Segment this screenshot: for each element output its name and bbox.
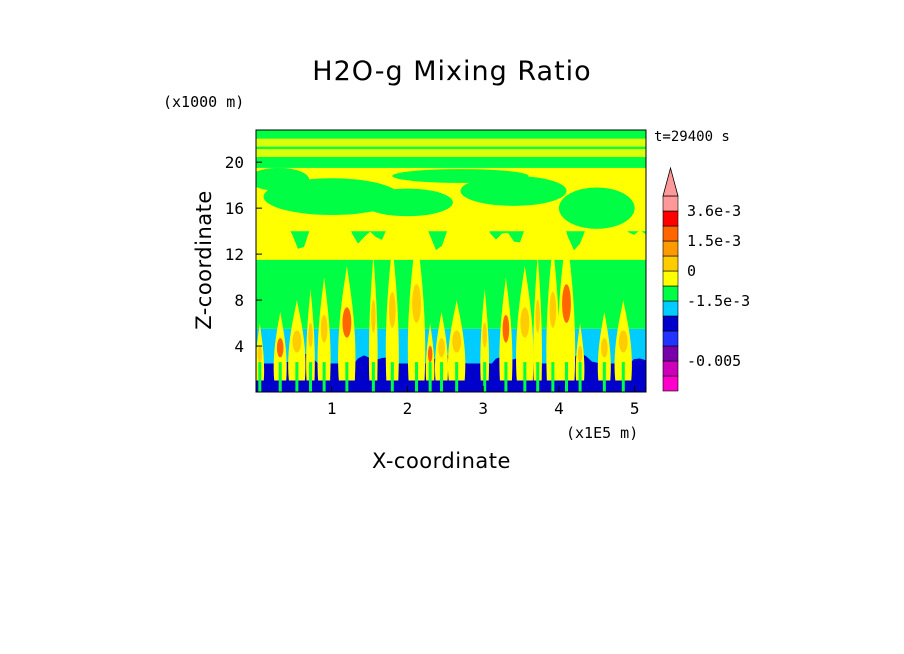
y-tick-label-4: 20 <box>225 153 244 172</box>
y-axis-unit: (x1000 m) <box>163 93 245 111</box>
top-streak-1 <box>256 138 646 147</box>
plume-core-6 <box>371 299 376 333</box>
plume-core-15 <box>535 299 540 333</box>
plume-root-12 <box>483 362 487 392</box>
plume-root-20 <box>621 362 625 392</box>
y-tick-label-3: 16 <box>225 199 244 218</box>
yellow-lower-edge <box>256 200 646 260</box>
plume-root-4 <box>322 362 326 392</box>
plume-root-10 <box>440 362 444 392</box>
x-axis-ticks: 1 2 3 4 5 <box>327 386 640 418</box>
plume-core-11 <box>452 330 462 353</box>
plume-root-8 <box>415 362 419 392</box>
x-axis-unit: (x1E5 m) <box>566 424 639 442</box>
plume-root-7 <box>390 362 394 392</box>
y-axis-ticks: 4 8 12 16 20 <box>225 153 262 356</box>
plume-root-18 <box>578 362 582 392</box>
colorbar-segment-10 <box>662 225 679 242</box>
green-intrusion-3 <box>558 187 635 229</box>
colorbar-segment-3 <box>662 330 679 347</box>
plume-core-3 <box>308 322 313 348</box>
colorbar-segment-8 <box>662 255 679 272</box>
colorbar-segment-0 <box>662 375 679 392</box>
colorbar-segment-12 <box>662 195 679 212</box>
plume-root-9 <box>428 362 432 392</box>
colorbar-label-3: -1.5e-3 <box>687 292 750 310</box>
plume-root-2 <box>295 362 299 392</box>
colorbar-label-1: 1.5e-3 <box>687 232 741 250</box>
plume-core-18 <box>577 345 583 363</box>
plume-root-19 <box>602 362 606 392</box>
top-streak-0 <box>256 148 646 158</box>
green-intrusion-4 <box>256 167 310 191</box>
x-tick-label-3: 4 <box>554 399 564 418</box>
chart-title: H2O-g Mixing Ratio <box>312 56 592 87</box>
y-tick-label-1: 8 <box>234 291 244 310</box>
contour-field <box>256 130 646 392</box>
colorbar-segment-9 <box>662 240 679 257</box>
x-tick-label-4: 5 <box>630 399 640 418</box>
x-tick-label-2: 3 <box>478 399 488 418</box>
plume-root-1 <box>278 362 282 392</box>
green-intrusion-2 <box>460 175 567 206</box>
colorbar-label-4: -0.005 <box>687 352 741 370</box>
plume-core-0 <box>257 345 262 363</box>
plume-root-16 <box>551 362 555 392</box>
plume-root-5 <box>345 362 349 392</box>
plume-core-8 <box>412 284 421 323</box>
plume-core-5 <box>342 307 352 338</box>
colorbar-segment-1 <box>662 360 679 377</box>
plume-root-14 <box>523 362 527 392</box>
plume-core-14 <box>520 307 530 338</box>
x-axis-label: X-coordinate <box>372 449 511 473</box>
plume-core-10 <box>438 338 445 358</box>
plume-core-16 <box>549 291 557 328</box>
plume-core-20 <box>618 330 628 353</box>
plume-root-15 <box>536 362 540 392</box>
plume-core-17 <box>562 284 571 323</box>
plot-frame <box>255 129 647 393</box>
colorbar-segment-6 <box>662 285 679 302</box>
colorbar-segment-2 <box>662 345 679 362</box>
plume-root-0 <box>258 362 262 392</box>
colorbar-label-2: 0 <box>687 262 696 280</box>
colorbar-segment-5 <box>662 300 679 317</box>
x-tick-label-0: 1 <box>327 399 337 418</box>
plume-core-1 <box>276 338 284 358</box>
x-tick-label-1: 2 <box>403 399 413 418</box>
plume-root-13 <box>504 362 508 392</box>
plume-root-6 <box>371 362 375 392</box>
colorbar-segment-11 <box>662 210 679 227</box>
green-intrusion-5 <box>392 169 529 183</box>
plume-root-3 <box>309 362 313 392</box>
colorbar: 3.6e-3 1.5e-3 0 -1.5e-3 -0.005 <box>662 166 750 392</box>
y-tick-label-2: 12 <box>225 245 244 264</box>
plume-core-13 <box>502 315 510 343</box>
colorbar-segment-4 <box>662 315 679 332</box>
time-label: t=29400 s <box>654 129 730 145</box>
plume-root-17 <box>564 362 568 392</box>
plume-core-12 <box>482 322 487 348</box>
plume-core-19 <box>601 338 608 358</box>
y-tick-label-0: 4 <box>234 337 244 356</box>
colorbar-label-0: 3.6e-3 <box>687 202 741 220</box>
plume-core-4 <box>320 315 328 343</box>
colorbar-max-arrow <box>662 166 679 197</box>
plume-core-7 <box>389 291 396 328</box>
plume-core-2 <box>292 330 302 353</box>
green-intrusion-1 <box>362 188 453 217</box>
plume-root-11 <box>455 362 459 392</box>
plume-core-9 <box>427 345 433 363</box>
colorbar-segment-7 <box>662 270 679 287</box>
